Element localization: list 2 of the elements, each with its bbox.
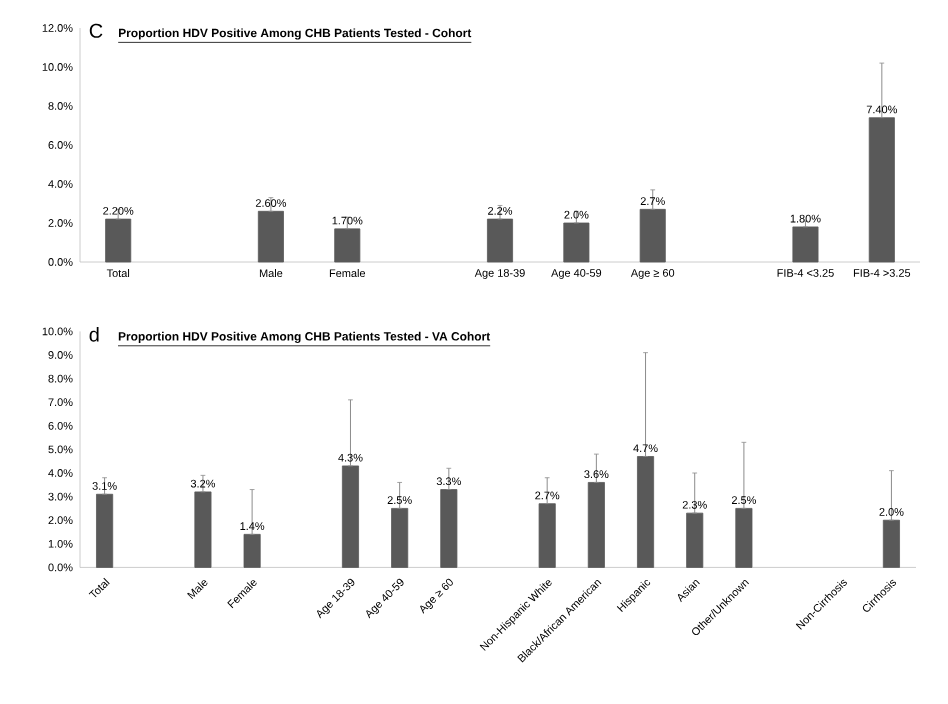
annotation: d: [89, 327, 99, 342]
annotation: C: [89, 23, 103, 38]
